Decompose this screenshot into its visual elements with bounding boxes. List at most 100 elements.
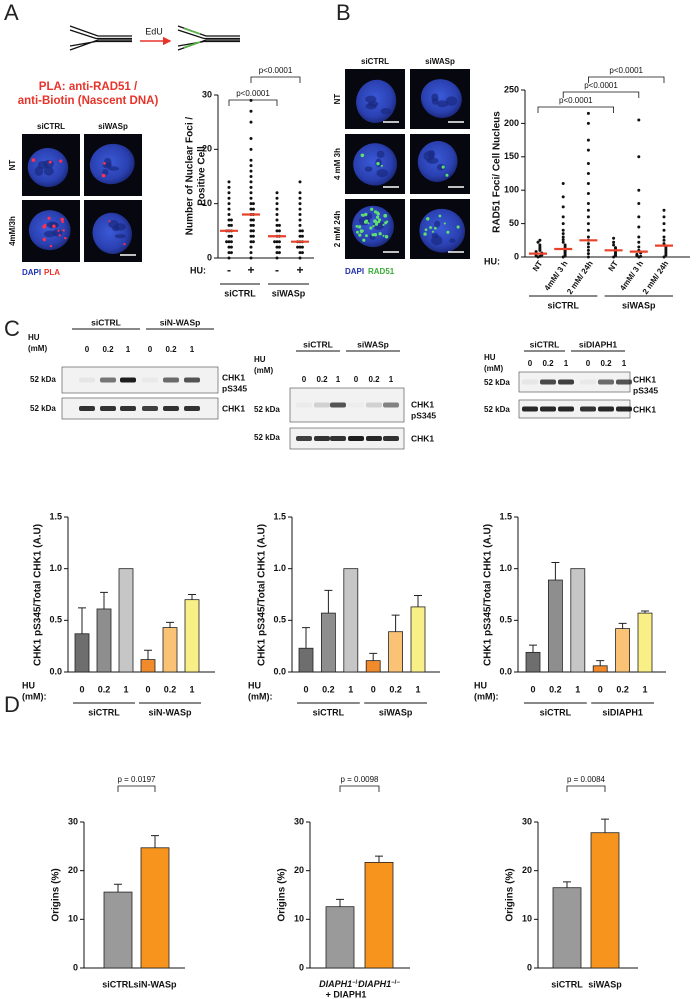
data-point: [298, 234, 302, 238]
focus: [355, 230, 359, 234]
data-point: [251, 223, 255, 227]
data-point: [561, 228, 565, 232]
blot-band: [163, 377, 179, 383]
blot-group-label: siDIAPH1: [579, 339, 618, 349]
blot-band: [580, 406, 596, 412]
blot-band: [616, 379, 632, 385]
significance-label: p = 0.0084: [567, 775, 606, 784]
data-point: [227, 191, 231, 195]
blot-band: [184, 406, 200, 411]
focus: [383, 213, 388, 218]
blot-band: [540, 379, 556, 385]
error-bar: [166, 621, 174, 628]
significance-label: p = 0.0098: [340, 775, 379, 784]
focus: [371, 233, 375, 237]
focus: [358, 233, 362, 237]
blot-band: [296, 436, 312, 441]
x-tick-label: siN-WASp: [133, 979, 177, 989]
gene-name: DIAPH1: [319, 979, 352, 989]
group-label: siCTRL: [547, 300, 579, 310]
y-tick-label: 20: [522, 865, 532, 875]
data-point: [561, 195, 565, 199]
hu-label: HU: [254, 355, 266, 364]
error-bar: [596, 660, 605, 666]
marker-label: 52 kDa: [30, 404, 56, 413]
dose-label: 1: [389, 375, 394, 384]
y-tick-label: 10: [68, 914, 78, 924]
nucleolus: [423, 151, 435, 161]
hu-label: (mM): [484, 364, 503, 373]
genotype-superscript: −/−: [391, 980, 400, 986]
data-point: [249, 240, 253, 244]
marker-label: 52 kDa: [484, 405, 510, 414]
significance-label: p<0.0001: [259, 66, 293, 75]
x-tick-label: DIAPH1−/−: [319, 979, 361, 989]
bar: [320, 612, 336, 673]
bar: [364, 861, 394, 969]
error-bar: [641, 610, 649, 614]
bar: [388, 631, 404, 673]
error-bar: [529, 644, 537, 653]
focus: [365, 234, 368, 238]
data-point: [249, 98, 253, 102]
focus: [373, 210, 378, 214]
nucleolus: [367, 100, 379, 108]
data-point: [561, 215, 565, 219]
bar: [74, 633, 90, 673]
y-axis-label: CHK1 pS345/Total CHK1 (A.U): [257, 524, 268, 666]
pla-title: anti-Biotin (Nascent DNA): [18, 95, 159, 107]
data-point: [227, 223, 231, 227]
significance-bracket: [228, 99, 278, 106]
row-label: 4 mM 3h: [333, 148, 342, 180]
y-axis-label: Positive Cell: [197, 146, 208, 206]
x-tick-label: 0.2: [389, 684, 402, 694]
focus: [362, 238, 366, 242]
data-point: [275, 229, 279, 233]
x-axis-label: (mM):: [474, 691, 499, 701]
group-label: siDIAPH1: [602, 707, 643, 717]
dose-label: 0: [354, 375, 359, 384]
hu-label: (mM): [254, 366, 273, 375]
focus: [446, 230, 450, 234]
data-point: [227, 196, 231, 200]
y-tick-label: 30: [202, 89, 212, 99]
band-label: pS345: [411, 410, 436, 420]
focus: [376, 212, 380, 216]
group-label: siCTRL: [224, 288, 256, 298]
x-tick-label: +: [247, 263, 254, 277]
bar: [325, 906, 355, 969]
band-label: CHK1: [411, 399, 434, 409]
y-tick-label: 0: [527, 962, 532, 972]
significance-label: p<0.0001: [236, 89, 270, 98]
data-point: [635, 252, 639, 256]
nucleus: [89, 143, 135, 185]
dose-label: 0: [302, 375, 307, 384]
data-point: [586, 172, 590, 175]
x-tick-label: +: [296, 263, 303, 277]
band-label: CHK1: [633, 404, 656, 414]
y-axis-label: Origins (%): [51, 868, 62, 921]
y-tick-label: 0.0: [273, 666, 286, 676]
error-bar: [324, 589, 333, 614]
bar: [615, 628, 630, 673]
dose-label: 1: [622, 359, 627, 368]
row-label: NT: [8, 160, 17, 171]
x-tick-label: 0.2: [549, 684, 562, 694]
data-point: [561, 232, 565, 236]
blot-band: [120, 377, 136, 383]
significance-bracket: [566, 785, 606, 792]
focus: [49, 244, 53, 248]
x-tick-label: 1: [348, 684, 353, 694]
x-tick-label: 1: [415, 684, 420, 694]
y-axis-label: CHK1 pS345/Total CHK1 (A.U): [483, 524, 494, 666]
x-tick-label: DIAPH1−/−: [358, 979, 400, 989]
significance-label: p<0.0001: [584, 81, 618, 90]
bar: [162, 627, 178, 673]
dose-label: 1: [190, 345, 195, 354]
bar: [570, 568, 586, 673]
data-point: [229, 240, 233, 244]
pla-title: PLA: anti-RAD51 /: [39, 81, 138, 93]
blot-group-label: siN-WASp: [160, 317, 201, 327]
band-label: pS345: [222, 383, 247, 393]
significance-label: p = 0.0197: [117, 775, 156, 784]
